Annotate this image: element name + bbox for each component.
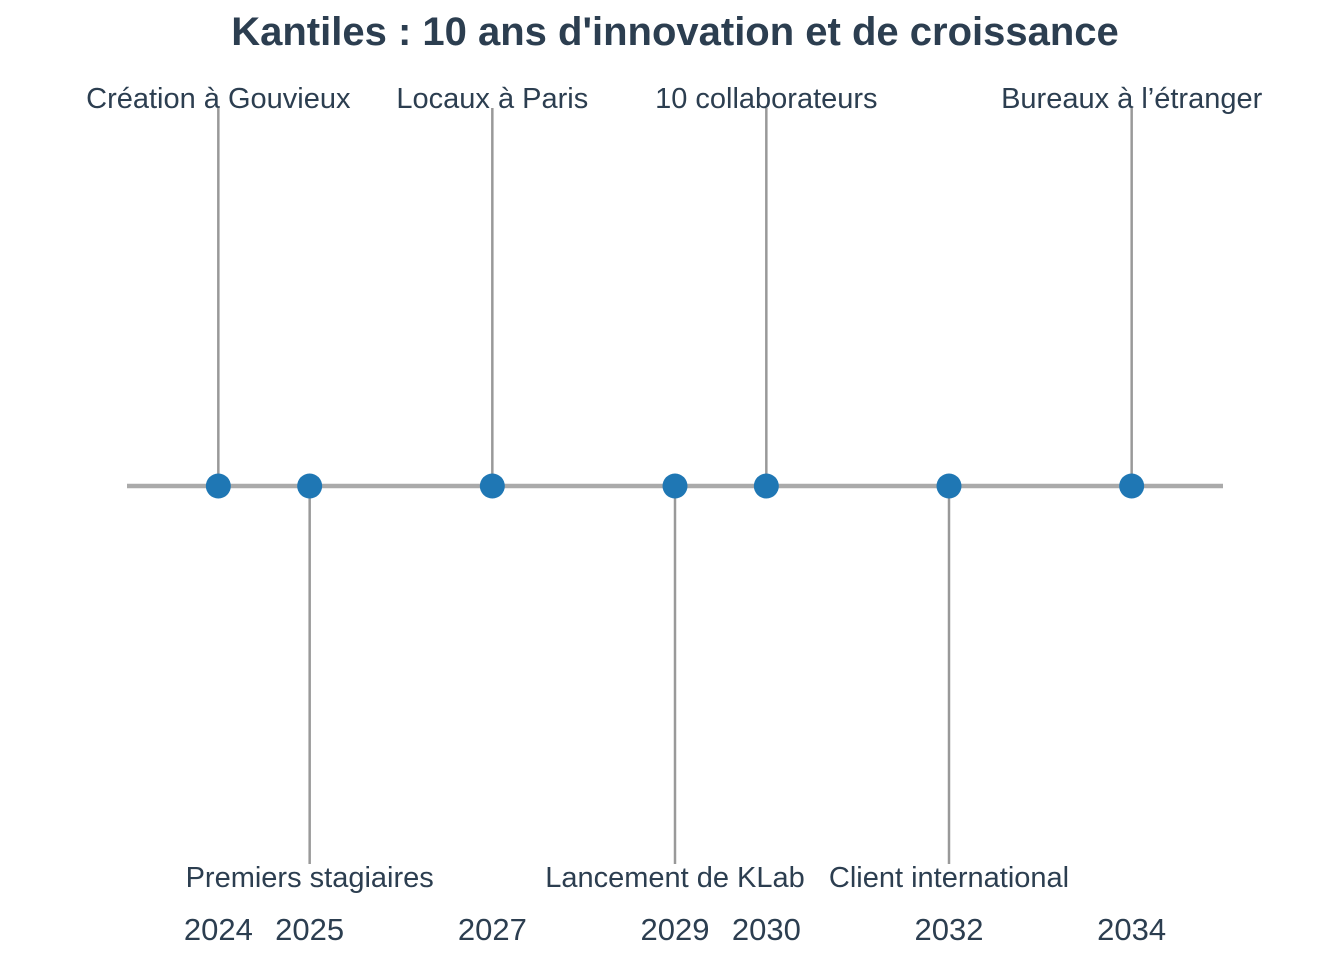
year-tick-label: 2034 (1097, 912, 1166, 947)
stems-layer (217, 108, 1133, 864)
event-label: Lancement de KLab (545, 862, 805, 894)
event-label: Premiers stagiaires (186, 862, 434, 894)
event-label: Création à Gouvieux (86, 83, 351, 115)
year-tick-label: 2029 (641, 912, 710, 947)
event-label: 10 collaborateurs (655, 83, 877, 115)
event-point (662, 473, 688, 499)
labels-layer: Création à Gouvieux Premiers stagiaires Lo… (86, 83, 1262, 894)
year-tick-label: 2024 (184, 912, 253, 947)
event-point (753, 473, 779, 499)
year-tick-label: 2025 (275, 912, 344, 947)
event-point (1119, 473, 1145, 499)
year-ticks-layer: 2024 2025 2027 2029 2030 2032 2034 (184, 912, 1166, 947)
event-label: Locaux à Paris (396, 83, 588, 115)
points-layer (205, 473, 1145, 499)
event-point (479, 473, 505, 499)
chart-title: Kantiles : 10 ans d'innovation et de cro… (231, 10, 1119, 54)
event-point (297, 473, 323, 499)
year-tick-label: 2027 (458, 912, 527, 947)
event-point (936, 473, 962, 499)
year-tick-label: 2030 (732, 912, 801, 947)
event-point (205, 473, 231, 499)
event-label: Client international (829, 862, 1069, 894)
year-tick-label: 2032 (915, 912, 984, 947)
event-label: Bureaux à l’étranger (1001, 83, 1262, 115)
